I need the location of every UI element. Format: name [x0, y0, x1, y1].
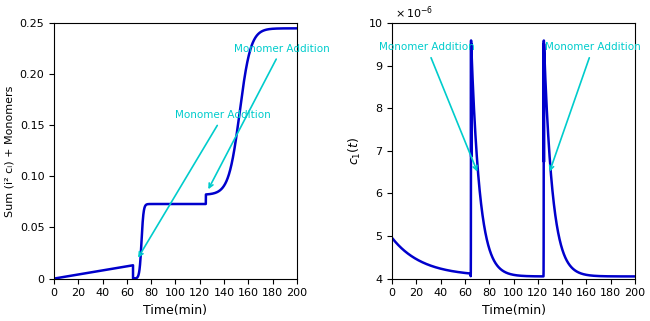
- Text: Monomer Addition: Monomer Addition: [379, 42, 477, 170]
- Y-axis label: $c_1(t)$: $c_1(t)$: [347, 137, 363, 165]
- X-axis label: Time(min): Time(min): [482, 304, 545, 317]
- Text: Monomer Addition: Monomer Addition: [209, 44, 330, 188]
- Text: Monomer Addition: Monomer Addition: [545, 42, 641, 170]
- X-axis label: Time(min): Time(min): [144, 304, 207, 317]
- Text: $\times\,10^{-6}$: $\times\,10^{-6}$: [395, 4, 433, 21]
- Y-axis label: Sum (i² cᵢ) + Monomers: Sum (i² cᵢ) + Monomers: [4, 85, 14, 217]
- Text: Monomer Addition: Monomer Addition: [139, 110, 271, 256]
